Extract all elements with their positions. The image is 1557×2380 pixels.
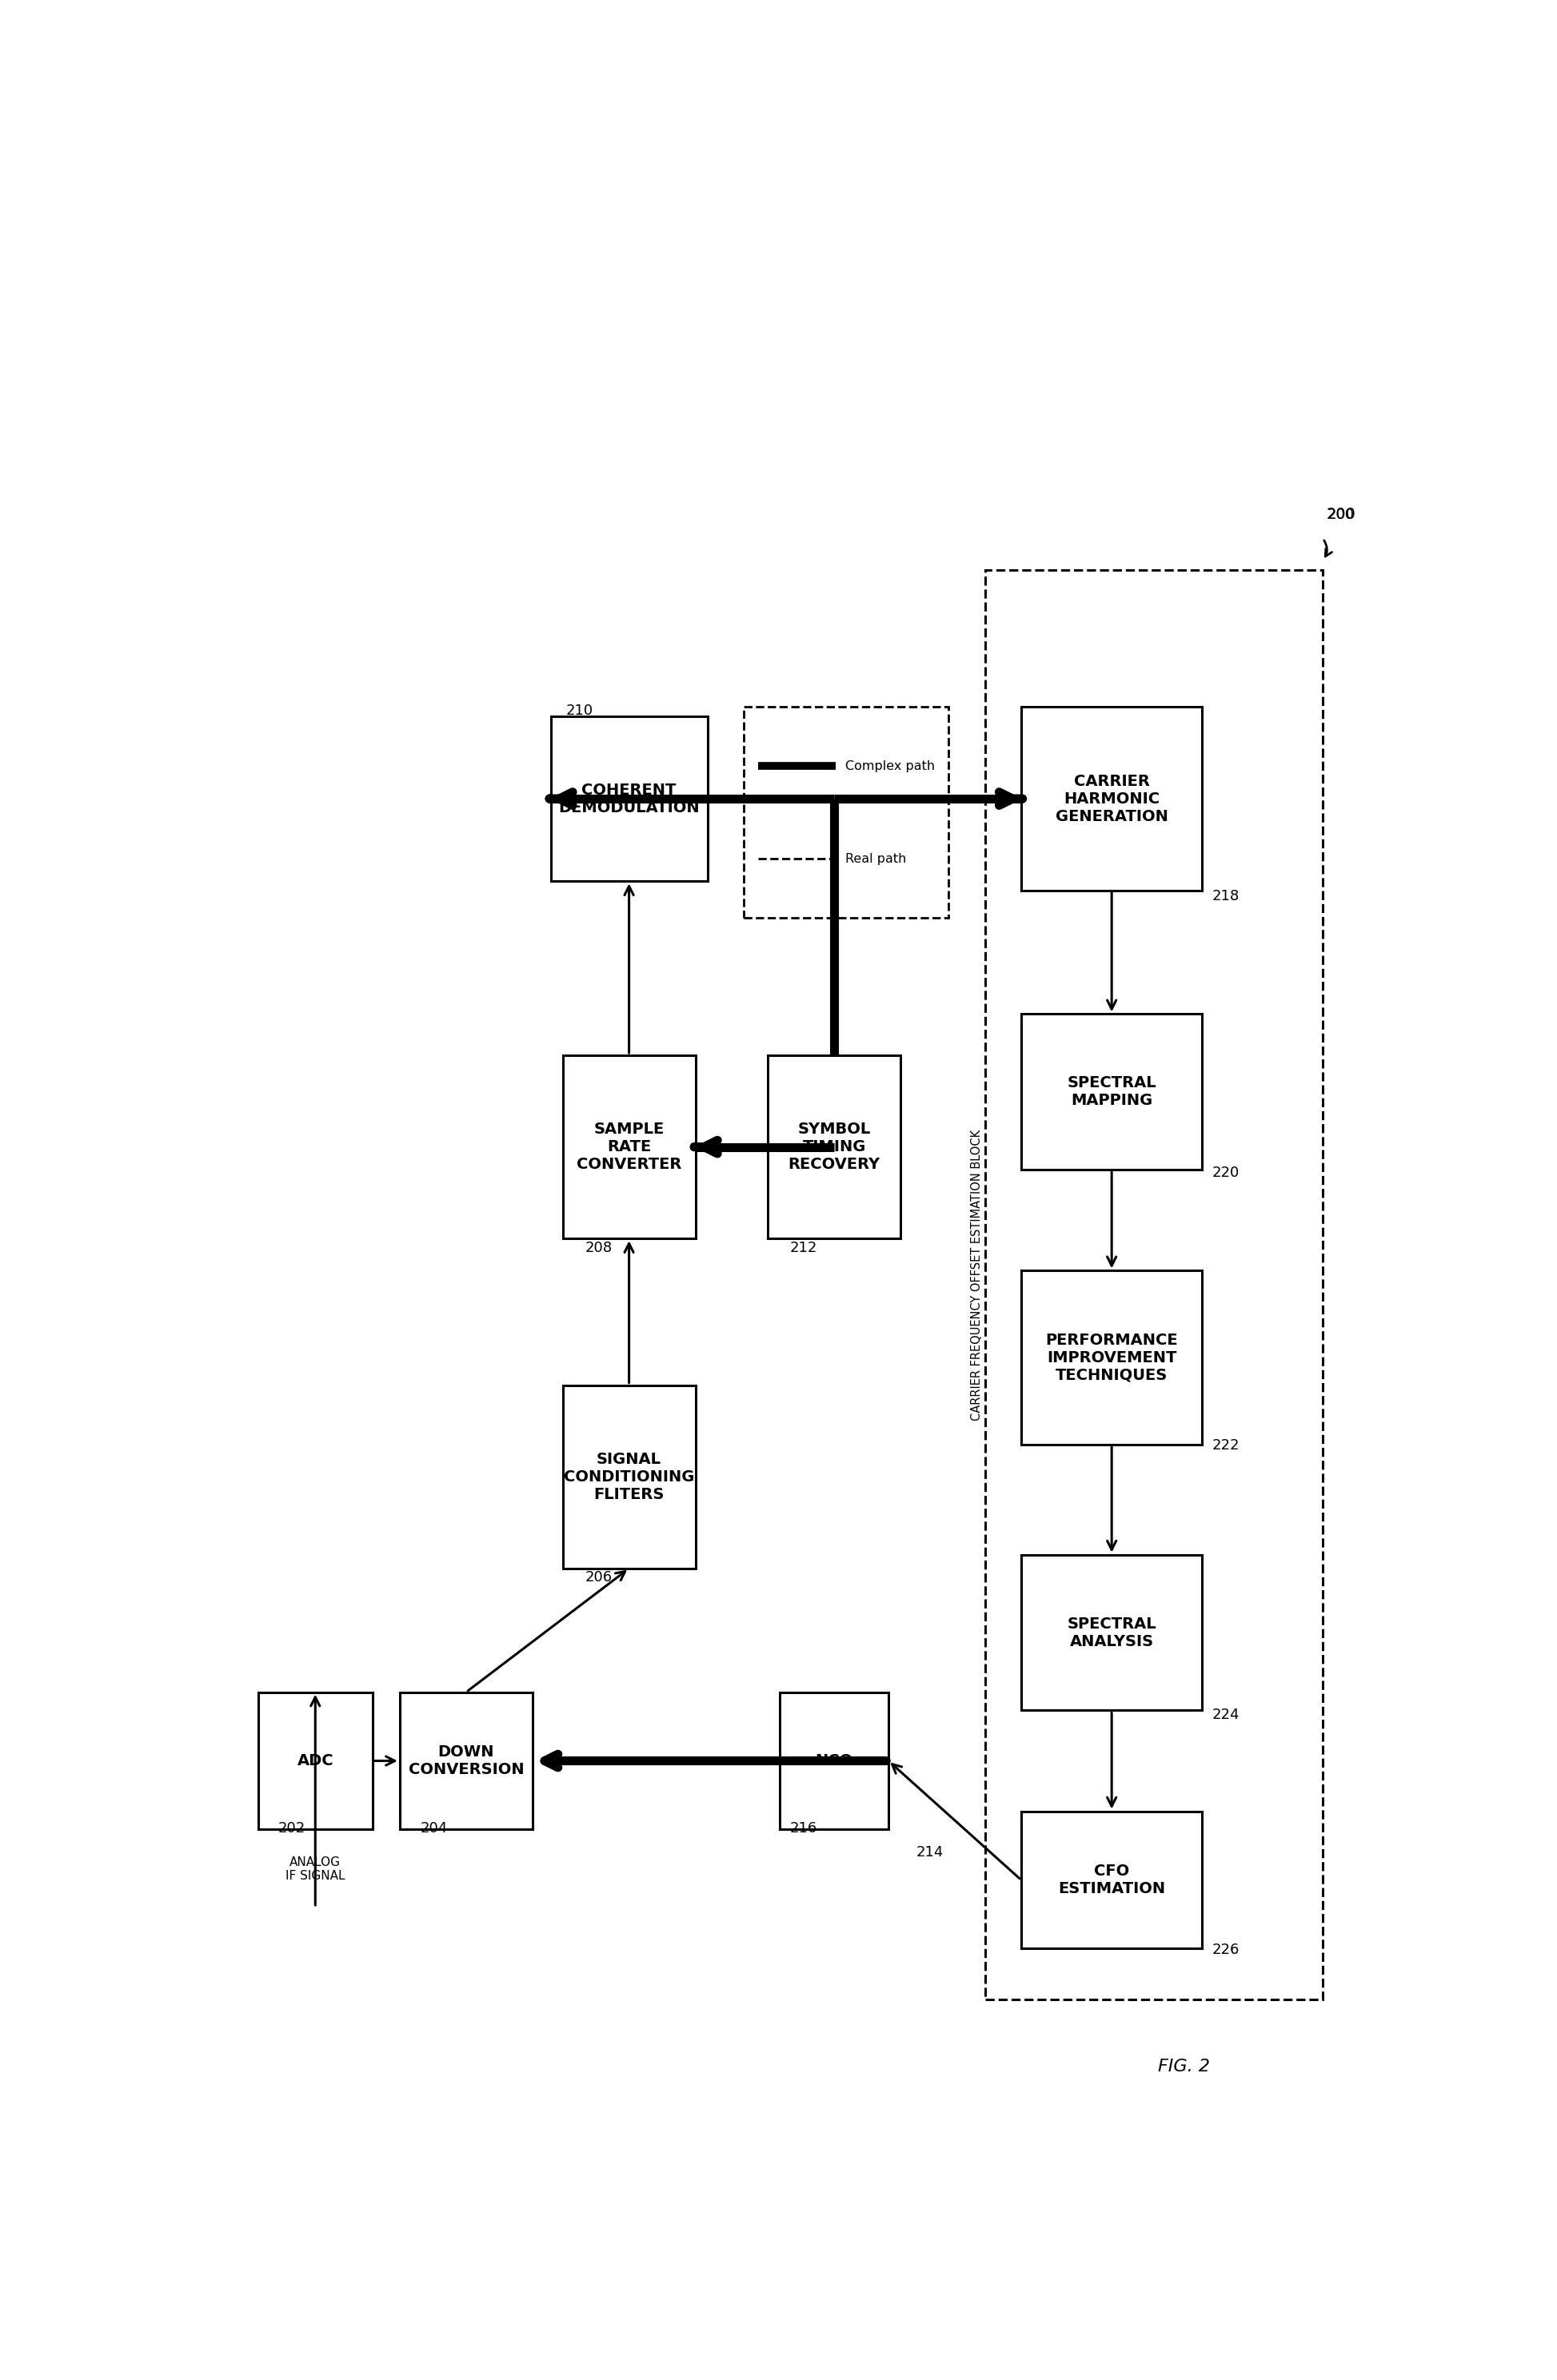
Bar <box>551 716 707 881</box>
Bar <box>744 707 948 919</box>
Text: 204: 204 <box>420 1821 448 1835</box>
Text: CARRIER
HARMONIC
GENERATION: CARRIER HARMONIC GENERATION <box>1056 774 1168 823</box>
Text: CFO
ESTIMATION: CFO ESTIMATION <box>1059 1864 1165 1897</box>
Text: 208: 208 <box>585 1240 612 1254</box>
Text: 214: 214 <box>916 1845 944 1859</box>
Bar <box>400 1692 532 1830</box>
Text: PERFORMANCE
IMPROVEMENT
TECHNIQUES: PERFORMANCE IMPROVEMENT TECHNIQUES <box>1045 1333 1179 1383</box>
Text: NCO: NCO <box>816 1754 853 1768</box>
Text: SPECTRAL
MAPPING: SPECTRAL MAPPING <box>1067 1076 1157 1109</box>
Text: ADC: ADC <box>297 1754 333 1768</box>
Text: 220: 220 <box>1211 1166 1239 1180</box>
Text: 210: 210 <box>565 704 593 719</box>
Bar <box>768 1054 900 1238</box>
Bar <box>1021 1554 1202 1711</box>
Text: COHERENT
DEMODULATION: COHERENT DEMODULATION <box>559 783 699 814</box>
Text: 200: 200 <box>1327 507 1356 521</box>
Bar <box>780 1692 889 1830</box>
Bar <box>562 1054 696 1238</box>
Text: Complex path: Complex path <box>845 759 936 771</box>
Text: 212: 212 <box>789 1240 817 1254</box>
Text: 202: 202 <box>279 1821 305 1835</box>
Text: CARRIER FREQUENCY OFFSET ESTIMATION BLOCK: CARRIER FREQUENCY OFFSET ESTIMATION BLOC… <box>970 1130 982 1421</box>
Bar <box>1021 1811 1202 1949</box>
Text: 206: 206 <box>585 1571 612 1585</box>
Text: ANALOG
IF SIGNAL: ANALOG IF SIGNAL <box>285 1856 346 1883</box>
Text: SYMBOL
TIMING
RECOVERY: SYMBOL TIMING RECOVERY <box>788 1121 880 1171</box>
Text: 226: 226 <box>1211 1942 1239 1956</box>
Bar <box>1021 707 1202 890</box>
Bar <box>562 1385 696 1568</box>
Text: 224: 224 <box>1211 1709 1239 1723</box>
Text: SPECTRAL
ANALYSIS: SPECTRAL ANALYSIS <box>1067 1616 1157 1649</box>
Text: DOWN
CONVERSION: DOWN CONVERSION <box>408 1745 525 1778</box>
Text: 216: 216 <box>789 1821 817 1835</box>
Text: FIG. 2: FIG. 2 <box>1158 2059 1210 2075</box>
Bar <box>258 1692 372 1830</box>
Text: 200: 200 <box>1328 507 1355 521</box>
Text: Real path: Real path <box>845 852 906 864</box>
Text: 222: 222 <box>1211 1438 1239 1452</box>
Text: SIGNAL
CONDITIONING
FLITERS: SIGNAL CONDITIONING FLITERS <box>564 1452 694 1502</box>
Bar <box>1021 1271 1202 1445</box>
Bar <box>1021 1014 1202 1171</box>
Bar <box>986 569 1323 1999</box>
Text: SAMPLE
RATE
CONVERTER: SAMPLE RATE CONVERTER <box>576 1121 682 1171</box>
Text: 218: 218 <box>1211 888 1239 902</box>
